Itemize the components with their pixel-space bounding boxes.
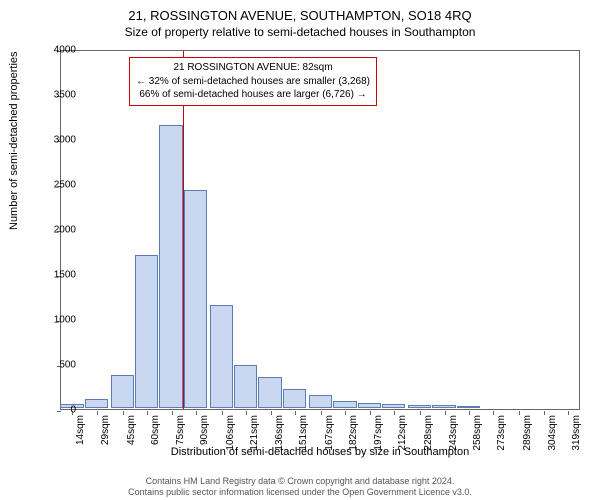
histogram-bar [408, 405, 431, 408]
x-tick-label: 29sqm [100, 415, 111, 445]
histogram-bar [111, 375, 134, 408]
histogram-bar [258, 377, 281, 408]
annotation-line: ← 32% of semi-detached houses are smalle… [136, 75, 370, 89]
annotation-line: 21 ROSSINGTON AVENUE: 82sqm [136, 61, 370, 75]
histogram-bar [85, 399, 108, 408]
y-tick-label: 2000 [36, 225, 76, 236]
histogram-bar [135, 255, 158, 408]
x-axis-label: Distribution of semi-detached houses by … [60, 446, 580, 458]
histogram-bar [184, 190, 207, 408]
chart-container: 21, ROSSINGTON AVENUE, SOUTHAMPTON, SO18… [0, 0, 600, 500]
y-tick-label: 2500 [36, 180, 76, 191]
histogram-bar [333, 401, 356, 408]
histogram-bar [432, 405, 455, 408]
y-axis-label: Number of semi-detached properties [8, 51, 20, 230]
attribution-footer: Contains HM Land Registry data © Crown c… [0, 476, 600, 498]
footer-line-2: Contains public sector information licen… [0, 487, 600, 498]
histogram-bar [457, 406, 480, 408]
y-tick-label: 1000 [36, 315, 76, 326]
histogram-bar [159, 125, 182, 409]
y-tick-label: 0 [36, 405, 76, 416]
x-tick-label: 14sqm [75, 415, 86, 445]
y-tick-label: 3000 [36, 135, 76, 146]
plot-region: 14sqm29sqm45sqm60sqm75sqm90sqm106sqm121s… [60, 50, 580, 410]
annotation-box: 21 ROSSINGTON AVENUE: 82sqm← 32% of semi… [129, 57, 377, 106]
histogram-bar [358, 403, 381, 408]
y-tick-label: 500 [36, 360, 76, 371]
histogram-bar [283, 389, 306, 408]
y-tick-label: 1500 [36, 270, 76, 281]
histogram-bar [234, 365, 257, 408]
y-tick-label: 3500 [36, 90, 76, 101]
y-tick-label: 4000 [36, 45, 76, 56]
histogram-bar [382, 404, 405, 408]
x-tick-label: 60sqm [150, 415, 161, 445]
chart-subtitle: Size of property relative to semi-detach… [0, 23, 600, 39]
chart-title-address: 21, ROSSINGTON AVENUE, SOUTHAMPTON, SO18… [0, 0, 600, 23]
histogram-bar [210, 305, 233, 408]
x-tick-label: 75sqm [175, 415, 186, 445]
footer-line-1: Contains HM Land Registry data © Crown c… [0, 476, 600, 487]
histogram-bar [309, 395, 332, 409]
chart-area: 14sqm29sqm45sqm60sqm75sqm90sqm106sqm121s… [60, 50, 580, 410]
annotation-line: 66% of semi-detached houses are larger (… [136, 88, 370, 102]
x-tick-label: 90sqm [199, 415, 210, 445]
x-tick-label: 45sqm [126, 415, 137, 445]
